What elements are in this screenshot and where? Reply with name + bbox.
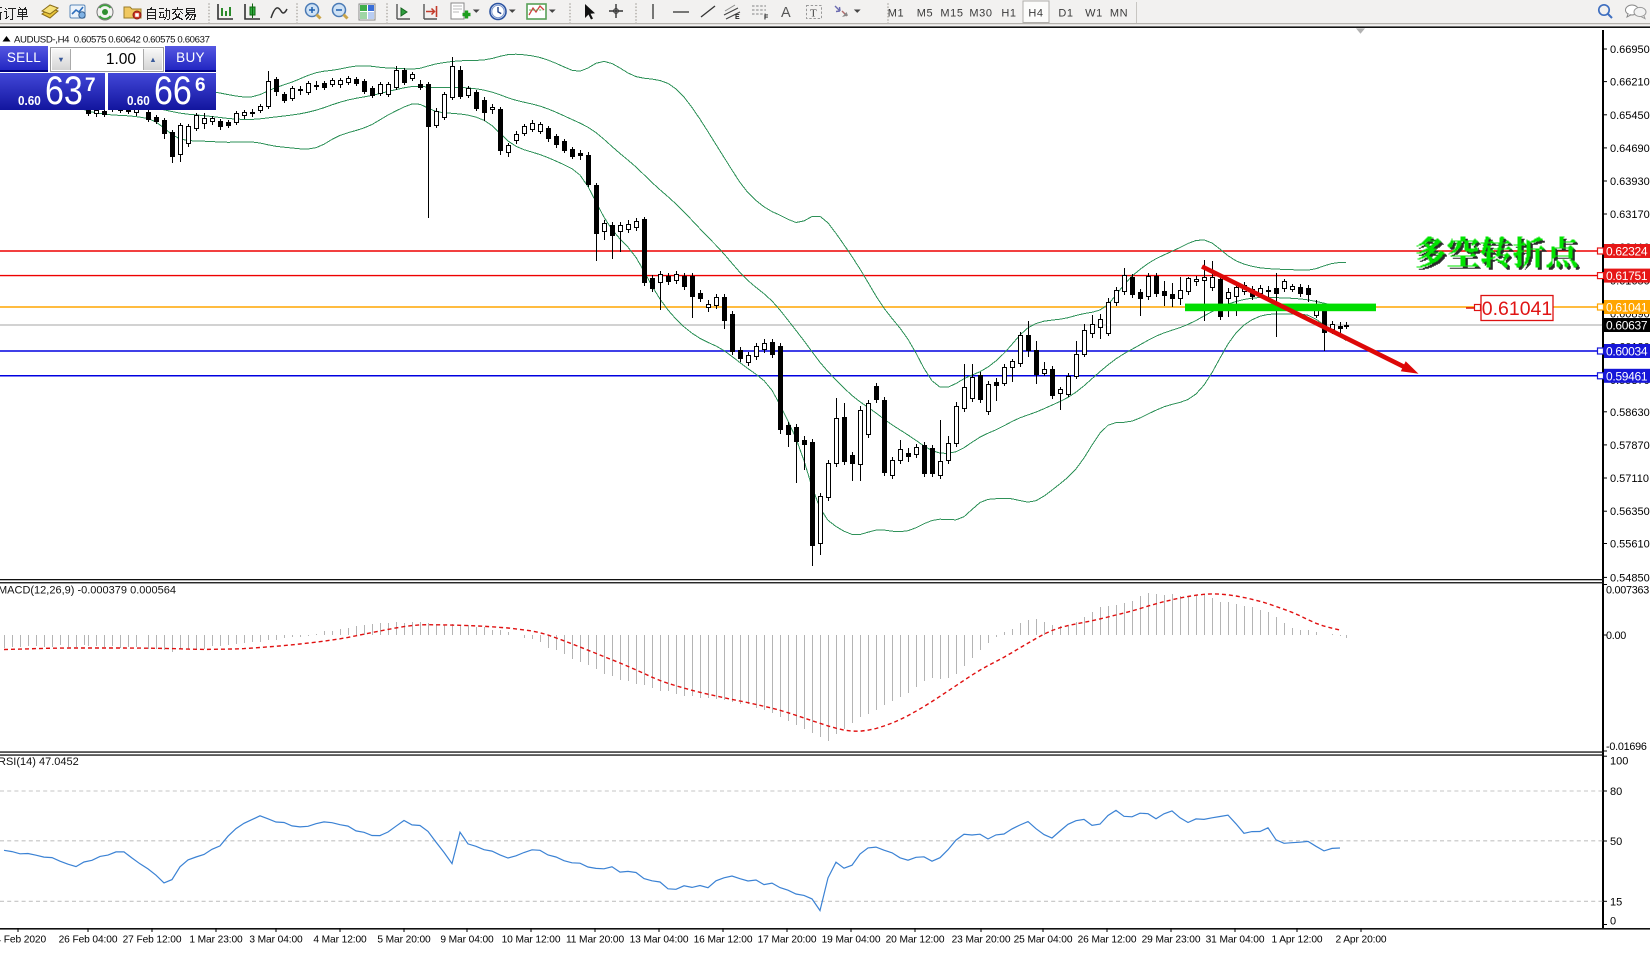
- svg-text:0.60034: 0.60034: [1606, 345, 1648, 359]
- svg-text:11 Mar 20:00: 11 Mar 20:00: [566, 935, 625, 946]
- svg-text:0.64690: 0.64690: [1610, 143, 1650, 155]
- svg-text:A: A: [781, 5, 791, 21]
- svg-text:T: T: [810, 8, 817, 20]
- svg-text:0.58630: 0.58630: [1610, 407, 1650, 419]
- svg-text:0.66950: 0.66950: [1610, 44, 1650, 56]
- svg-text:0.63930: 0.63930: [1610, 176, 1650, 188]
- svg-text:0.61041: 0.61041: [1606, 301, 1648, 315]
- svg-text:0.65450: 0.65450: [1610, 110, 1650, 122]
- svg-text:26 Feb 04:00: 26 Feb 04:00: [59, 935, 118, 946]
- svg-text:0: 0: [1610, 916, 1616, 928]
- svg-text:4 Mar 12:00: 4 Mar 12:00: [313, 935, 367, 946]
- svg-text:AUDUSD-,H4 0.60575 0.60642 0.: AUDUSD-,H4 0.60575 0.60642 0.60575 0.606…: [14, 35, 210, 46]
- svg-text:9 Mar 04:00: 9 Mar 04:00: [440, 935, 494, 946]
- svg-text:5 Mar 20:00: 5 Mar 20:00: [377, 935, 431, 946]
- svg-text:24 Feb 2020: 24 Feb 2020: [0, 935, 46, 946]
- svg-text:0.54850: 0.54850: [1610, 572, 1650, 584]
- svg-text:M5: M5: [917, 8, 933, 20]
- svg-text:100: 100: [1610, 756, 1628, 768]
- svg-text:RSI(14) 47.0452: RSI(14) 47.0452: [0, 756, 79, 768]
- svg-text:MN: MN: [1110, 8, 1128, 20]
- svg-text:0.63170: 0.63170: [1610, 209, 1650, 221]
- svg-text:F: F: [764, 15, 769, 22]
- svg-text:3 Mar 04:00: 3 Mar 04:00: [249, 935, 303, 946]
- svg-text:0.56350: 0.56350: [1610, 506, 1650, 518]
- svg-text:2 Apr 20:00: 2 Apr 20:00: [1335, 935, 1386, 946]
- svg-text:26 Mar 12:00: 26 Mar 12:00: [1078, 935, 1137, 946]
- svg-text:19 Mar 04:00: 19 Mar 04:00: [822, 935, 881, 946]
- svg-text:0.62324: 0.62324: [1606, 245, 1648, 259]
- svg-text:0.61041: 0.61041: [1482, 298, 1553, 320]
- svg-text:M15: M15: [940, 8, 963, 20]
- svg-text:MACD(12,26,9) -0.000379 0.0005: MACD(12,26,9) -0.000379 0.000564: [0, 585, 176, 597]
- svg-text:27 Feb 12:00: 27 Feb 12:00: [123, 935, 182, 946]
- svg-text:13 Mar 04:00: 13 Mar 04:00: [630, 935, 689, 946]
- svg-text:1 Mar 23:00: 1 Mar 23:00: [189, 935, 243, 946]
- svg-text:0.59461: 0.59461: [1606, 369, 1648, 383]
- svg-text:20 Mar 12:00: 20 Mar 12:00: [886, 935, 945, 946]
- svg-text:23 Mar 20:00: 23 Mar 20:00: [952, 935, 1011, 946]
- svg-text:15: 15: [1610, 896, 1622, 908]
- svg-text:29 Mar 23:00: 29 Mar 23:00: [1142, 935, 1201, 946]
- svg-text:16 Mar 12:00: 16 Mar 12:00: [694, 935, 753, 946]
- svg-text:0.61751: 0.61751: [1606, 269, 1648, 283]
- svg-text:H1: H1: [1001, 8, 1016, 20]
- svg-text:50: 50: [1610, 836, 1622, 848]
- svg-text:D1: D1: [1058, 8, 1073, 20]
- svg-text:0.00: 0.00: [1606, 630, 1626, 642]
- svg-text:-0.01696: -0.01696: [1606, 741, 1647, 753]
- svg-text:0.55610: 0.55610: [1610, 539, 1650, 551]
- svg-text:H4: H4: [1028, 8, 1043, 20]
- svg-text:E: E: [735, 14, 740, 21]
- svg-text:0.66210: 0.66210: [1610, 77, 1650, 89]
- svg-text:1 Apr 12:00: 1 Apr 12:00: [1271, 935, 1322, 946]
- svg-text:17 Mar 20:00: 17 Mar 20:00: [758, 935, 817, 946]
- svg-text:0.007363: 0.007363: [1606, 585, 1649, 597]
- svg-text:80: 80: [1610, 786, 1622, 798]
- svg-text:M1: M1: [888, 8, 904, 20]
- svg-text:25 Mar 04:00: 25 Mar 04:00: [1014, 935, 1073, 946]
- svg-text:0.60637: 0.60637: [1606, 319, 1648, 333]
- svg-text:0.57870: 0.57870: [1610, 440, 1650, 452]
- svg-text:M30: M30: [969, 8, 992, 20]
- svg-text:0.57110: 0.57110: [1610, 473, 1649, 485]
- svg-text:10 Mar 12:00: 10 Mar 12:00: [502, 935, 561, 946]
- svg-text:W1: W1: [1085, 8, 1103, 20]
- svg-text:31 Mar 04:00: 31 Mar 04:00: [1206, 935, 1265, 946]
